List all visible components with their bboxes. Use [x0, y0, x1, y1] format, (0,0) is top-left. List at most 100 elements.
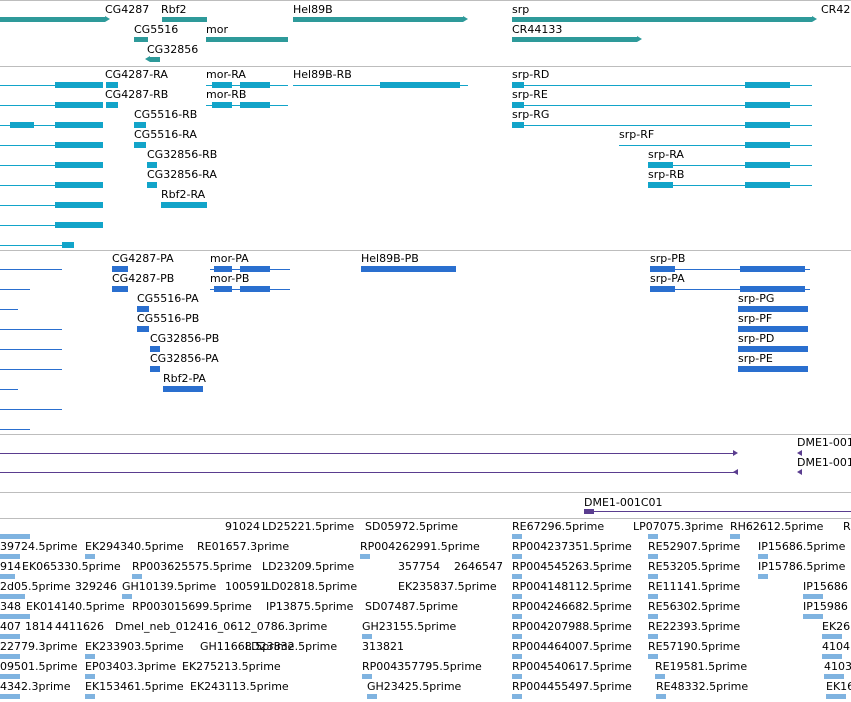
- est-label[interactable]: RE67296.5prime: [512, 520, 605, 533]
- exon-bar[interactable]: [147, 182, 157, 188]
- cds-bar[interactable]: [738, 366, 808, 372]
- est-bar[interactable]: [367, 694, 377, 699]
- est-bar[interactable]: [648, 554, 658, 559]
- est-label[interactable]: EK014140.5prime: [26, 600, 125, 613]
- protein-label[interactable]: srp-PD: [738, 332, 775, 345]
- est-label[interactable]: IP15786.5prime: [758, 560, 846, 573]
- cds-bar[interactable]: [738, 326, 808, 332]
- est-label[interactable]: 09501.5prime: [0, 660, 78, 673]
- protein-label[interactable]: srp-PA: [650, 272, 685, 285]
- est-label[interactable]: 329246: [75, 580, 117, 593]
- cds-bar[interactable]: [738, 306, 808, 312]
- exon-bar[interactable]: [745, 122, 790, 128]
- protein-label[interactable]: srp-PG: [738, 292, 775, 305]
- est-label[interactable]: EK275213.5prime: [182, 660, 281, 673]
- cds-bar[interactable]: [361, 266, 456, 272]
- est-bar[interactable]: [362, 674, 372, 679]
- est-label[interactable]: EK294340.5prime: [85, 540, 184, 553]
- transcript-label[interactable]: CG5516-RA: [134, 128, 197, 141]
- transcript-label[interactable]: CG5516-RB: [134, 108, 198, 121]
- transcript-label[interactable]: CG4287-RB: [105, 88, 169, 101]
- cds-bar[interactable]: [214, 286, 232, 292]
- est-label[interactable]: 4342.3prime: [0, 680, 71, 693]
- est-label[interactable]: RP004246682.5prime: [512, 600, 632, 613]
- est-bar[interactable]: [0, 694, 20, 699]
- est-label[interactable]: 407: [0, 620, 21, 633]
- est-bar[interactable]: [758, 574, 768, 579]
- est-bar[interactable]: [758, 554, 768, 559]
- est-bar[interactable]: [648, 534, 658, 539]
- protein-label[interactable]: CG32856-PA: [150, 352, 219, 365]
- gene-bar[interactable]: [0, 17, 105, 22]
- est-bar[interactable]: [132, 574, 142, 579]
- est-label[interactable]: EP03403.3prime: [85, 660, 177, 673]
- alignment-line[interactable]: [0, 453, 735, 454]
- est-label[interactable]: 348: [0, 600, 21, 613]
- est-label[interactable]: RE57190.5prime: [648, 640, 741, 653]
- protein-label[interactable]: mor-PB: [210, 272, 250, 285]
- est-bar[interactable]: [512, 614, 522, 619]
- est-label[interactable]: EK243113.5prime: [190, 680, 289, 693]
- alignment-label[interactable]: DME1-001: [797, 456, 851, 469]
- gene-label[interactable]: CG32856: [147, 43, 199, 56]
- est-bar[interactable]: [512, 634, 522, 639]
- cds-bar[interactable]: [137, 306, 149, 312]
- est-label[interactable]: RP004148112.5prime: [512, 580, 632, 593]
- exon-bar[interactable]: [55, 122, 103, 128]
- gene-bar[interactable]: [206, 37, 288, 42]
- gene-label[interactable]: mor: [206, 23, 228, 36]
- exon-bar[interactable]: [212, 82, 232, 88]
- est-bar[interactable]: [512, 574, 522, 579]
- est-bar[interactable]: [0, 674, 20, 679]
- exon-bar[interactable]: [745, 162, 790, 168]
- cds-bar[interactable]: [740, 266, 805, 272]
- est-label[interactable]: RP003015699.5prime: [132, 600, 252, 613]
- transcript-label[interactable]: srp-RD: [512, 68, 550, 81]
- transcript-label[interactable]: CG32856-RB: [147, 148, 218, 161]
- protein-label[interactable]: CG4287-PA: [112, 252, 174, 265]
- est-bar[interactable]: [648, 614, 658, 619]
- exon-bar[interactable]: [147, 162, 157, 168]
- est-bar[interactable]: [0, 614, 30, 619]
- exon-bar[interactable]: [648, 162, 673, 168]
- est-label[interactable]: IP13875.5prime: [266, 600, 354, 613]
- gene-label[interactable]: CG5516: [134, 23, 179, 36]
- est-label[interactable]: LD02818.5prime: [265, 580, 358, 593]
- est-bar[interactable]: [360, 554, 370, 559]
- est-bar[interactable]: [0, 594, 25, 599]
- est-bar[interactable]: [122, 594, 132, 599]
- alignment-label[interactable]: DME1-001: [797, 436, 851, 449]
- est-label[interactable]: RE52907.5prime: [648, 540, 741, 553]
- est-bar[interactable]: [824, 674, 844, 679]
- cds-bar[interactable]: [150, 366, 160, 372]
- est-label[interactable]: RP004545263.5prime: [512, 560, 632, 573]
- est-label[interactable]: RE56302.5prime: [648, 600, 741, 613]
- est-bar[interactable]: [655, 674, 665, 679]
- exon-bar[interactable]: [745, 102, 790, 108]
- transcript-label[interactable]: srp-RF: [619, 128, 655, 141]
- transcript-label[interactable]: srp-RG: [512, 108, 550, 121]
- exon-bar[interactable]: [161, 202, 207, 208]
- est-label[interactable]: 357754: [398, 560, 440, 573]
- est-bar[interactable]: [362, 634, 372, 639]
- exon-bar[interactable]: [745, 82, 790, 88]
- protein-label[interactable]: Rbf2-PA: [163, 372, 206, 385]
- est-bar[interactable]: [85, 674, 95, 679]
- est-bar[interactable]: [0, 654, 20, 659]
- est-label[interactable]: RE01657.3prime: [197, 540, 290, 553]
- cds-bar[interactable]: [650, 266, 675, 272]
- est-label[interactable]: SD07487.5prime: [365, 600, 458, 613]
- est-label[interactable]: 91024: [225, 520, 260, 533]
- protein-label[interactable]: srp-PE: [738, 352, 773, 365]
- est-label[interactable]: EK26: [822, 620, 851, 633]
- exon-bar[interactable]: [745, 142, 790, 148]
- est-label[interactable]: 22779.3prime: [0, 640, 78, 653]
- est-label[interactable]: 4103: [824, 660, 851, 673]
- est-label[interactable]: RP004455497.5prime: [512, 680, 632, 693]
- exon-bar[interactable]: [648, 182, 673, 188]
- exon-bar[interactable]: [55, 202, 103, 208]
- est-label[interactable]: 2d05.5prime: [0, 580, 71, 593]
- est-bar[interactable]: [512, 594, 522, 599]
- protein-label[interactable]: CG5516-PB: [137, 312, 200, 325]
- est-bar[interactable]: [648, 654, 658, 659]
